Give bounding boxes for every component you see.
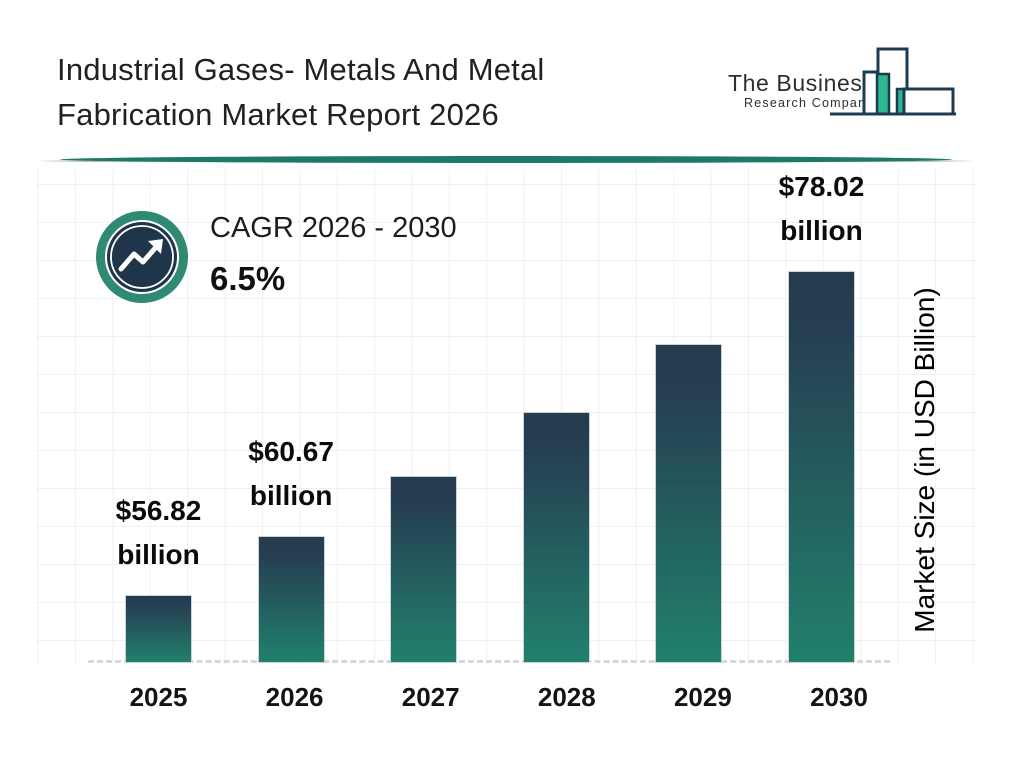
page-title: Industrial Gases- Metals And Metal Fabri…	[57, 47, 545, 137]
logo-subname: Research Company	[744, 96, 874, 110]
x-tick-2025: 2025	[129, 682, 188, 712]
bar-value-label-2030: $78.02 billion	[778, 171, 865, 246]
x-tick-2028: 2028	[537, 682, 596, 712]
x-tick-2030: 2030	[810, 682, 868, 712]
bar-2025	[125, 595, 192, 663]
bar-2030	[788, 271, 855, 663]
page-title-line2: Fabrication Market Report 2026	[57, 97, 499, 132]
bar-value-label-2026: $60.67 billion	[248, 436, 334, 511]
x-tick-2026: 2026	[265, 682, 324, 712]
bar-2027	[390, 476, 458, 663]
x-tick-2029: 2029	[673, 682, 732, 712]
bar-value-label-2025: $56.82 billion	[115, 495, 202, 570]
cagr-value: 6.5%	[210, 260, 286, 297]
bar-2028	[522, 412, 590, 663]
company-logo: The Business Research Company	[722, 38, 982, 122]
cagr-badge	[96, 211, 188, 303]
y-axis-label: Market Size (in USD Billion)	[909, 287, 940, 633]
x-axis-baseline	[88, 660, 890, 663]
logo-name: The Business	[728, 70, 875, 96]
bar-2029	[655, 344, 723, 663]
logo-bars-icon	[830, 47, 956, 116]
cagr-label: CAGR 2026 - 2030	[210, 212, 457, 244]
x-tick-2027: 2027	[401, 682, 460, 712]
page-title-line1: Industrial Gases- Metals And Metal	[57, 52, 545, 87]
bar-2026	[257, 536, 325, 663]
header-divider-accent	[60, 156, 952, 163]
trending-up-icon	[107, 222, 177, 292]
